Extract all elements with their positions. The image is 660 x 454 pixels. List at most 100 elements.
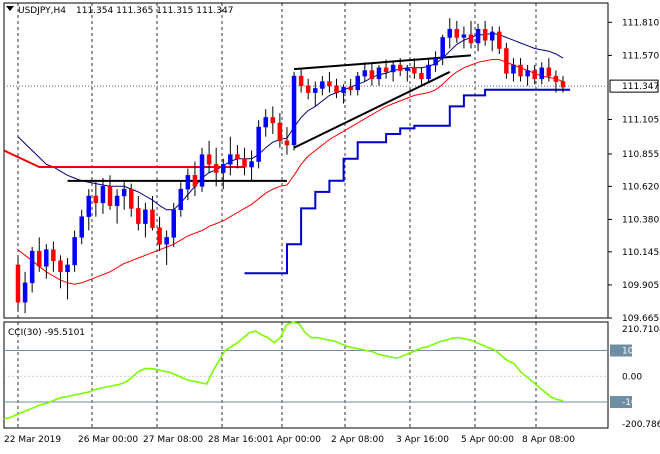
candle-up	[164, 237, 169, 245]
candle-down	[270, 117, 276, 124]
candle-up	[86, 195, 92, 217]
candle-down	[348, 86, 353, 91]
cci-tick-label: 100	[622, 347, 639, 357]
y-tick-label: 110.380	[622, 215, 659, 225]
candle-down	[192, 175, 198, 187]
candle-up	[433, 57, 438, 66]
y-tick-label: 111.570	[622, 51, 659, 61]
candle-up	[525, 70, 530, 77]
cci-tick-label: 0.00	[622, 372, 642, 382]
cci-level-tag	[610, 344, 632, 357]
candle-down	[518, 64, 523, 77]
candle-down	[51, 249, 56, 262]
candle-up	[114, 195, 120, 206]
candle-down	[107, 186, 113, 206]
cci-level-tag	[610, 396, 632, 409]
x-tick-label: 27 Mar 08:00	[143, 435, 203, 445]
x-tick-label: 3 Apr 16:00	[396, 435, 449, 445]
last-price-label: 111.347	[622, 82, 659, 92]
ohlc-readout: 111.354 111.365 111.315 111.347	[76, 6, 233, 16]
candle-up	[313, 88, 318, 93]
candle-down	[468, 34, 474, 44]
candle-down	[136, 208, 141, 224]
candle-down	[277, 122, 283, 142]
x-tick-label: 2 Apr 08:00	[331, 435, 384, 445]
cci-tick-label: -200.786	[622, 420, 660, 430]
chart-title: USDJPY,H4	[18, 6, 66, 16]
candle-up	[256, 126, 261, 162]
candle-up	[185, 175, 191, 190]
main-pane-frame	[3, 2, 609, 319]
x-tick-label: 22 Mar 2019	[4, 435, 61, 445]
candle-up	[199, 154, 205, 187]
x-tick-label: 1 Apr 00:00	[268, 435, 321, 445]
candle-up	[320, 81, 325, 89]
candle-down	[532, 70, 537, 80]
candle-down	[327, 81, 332, 86]
cci-tick-label: -100	[622, 398, 643, 408]
y-tick-label: 110.855	[622, 150, 659, 160]
candle-up	[355, 75, 360, 91]
cci-title: CCI(30) -95.5101	[8, 328, 85, 338]
candle-down	[128, 188, 134, 209]
candle-down	[58, 260, 63, 273]
x-tick-label: 8 Apr 08:00	[522, 435, 575, 445]
candle-down	[334, 85, 339, 93]
y-tick-label: 111.105	[622, 115, 659, 125]
candle-up	[440, 37, 445, 59]
last-price-tag	[609, 79, 659, 93]
y-tick-label: 110.620	[622, 182, 659, 192]
candle-up	[263, 117, 268, 128]
candle-up	[100, 186, 106, 204]
candle-up	[539, 67, 545, 80]
dropdown-arrow-icon	[6, 6, 14, 11]
candle-down	[419, 73, 424, 80]
candle-down	[284, 140, 290, 146]
candle-up	[249, 161, 254, 168]
y-tick-label: 109.665	[622, 314, 659, 324]
candle-up	[121, 188, 127, 197]
candle-up	[489, 31, 495, 41]
candle-down	[235, 154, 240, 160]
candle-down	[298, 75, 304, 86]
candle-down	[15, 264, 21, 303]
cci-pane-frame	[3, 321, 609, 429]
candle-down	[497, 31, 502, 49]
candle-down	[242, 158, 247, 168]
candle-up	[405, 67, 410, 71]
candle-up	[426, 64, 431, 80]
candle-up	[362, 70, 368, 77]
cci-line	[3, 321, 564, 420]
candle-up	[511, 64, 516, 74]
blue-step-line	[244, 88, 571, 275]
trendline	[293, 71, 451, 149]
candle-down	[93, 195, 99, 204]
x-tick-label: 26 Mar 00:00	[78, 435, 138, 445]
candle-up	[178, 188, 184, 211]
candle-up	[447, 28, 453, 38]
candle-down	[36, 250, 42, 267]
candle-down	[157, 227, 162, 245]
candle-down	[504, 48, 509, 74]
candle-down	[454, 28, 460, 38]
candle-down	[546, 67, 552, 77]
candle-up	[65, 264, 70, 273]
candle-up	[171, 209, 176, 238]
candle-down	[305, 85, 311, 93]
candle-down	[412, 67, 417, 74]
candle-down	[397, 64, 403, 71]
candle-up	[228, 154, 233, 165]
candle-up	[221, 164, 226, 173]
candle-up	[475, 28, 481, 44]
x-tick-label: 28 Mar 16:00	[208, 435, 268, 445]
x-tick-label: 5 Apr 00:00	[461, 435, 514, 445]
candle-up	[44, 249, 49, 267]
lower-band-line	[17, 59, 564, 285]
cci-tick-label: 210.7104	[622, 325, 660, 335]
candle-down	[553, 75, 559, 82]
y-tick-label: 109.905	[622, 281, 659, 291]
candle-up	[22, 282, 28, 303]
candle-up	[291, 75, 297, 146]
